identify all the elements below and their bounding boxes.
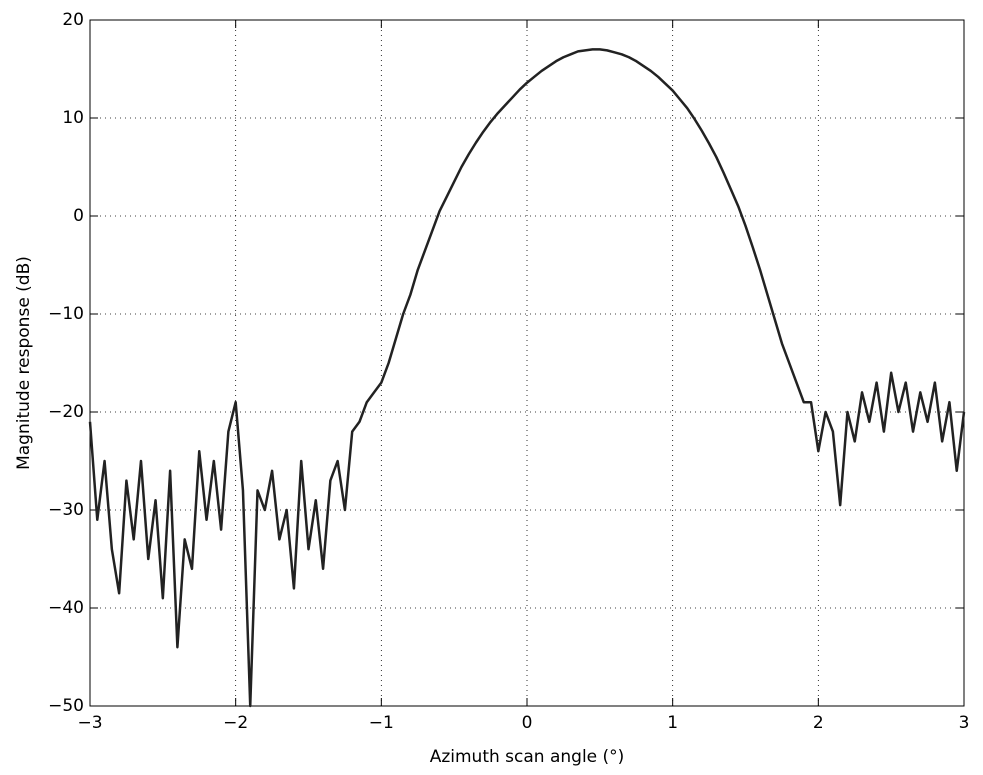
x-tick-label: 1 — [667, 713, 678, 733]
y-tick-label: −50 — [48, 696, 84, 716]
y-tick-label: −20 — [48, 402, 84, 422]
y-axis-label: Magnitude response (dB) — [14, 256, 34, 470]
x-tick-label: 0 — [522, 713, 533, 733]
data-line — [88, 48, 966, 708]
y-tick-label: 0 — [73, 206, 84, 226]
y-tick-label: −10 — [48, 304, 84, 324]
plot-area — [90, 20, 964, 706]
x-tick-label: 3 — [959, 713, 970, 733]
y-tick-label: 10 — [62, 108, 84, 128]
x-tick-label: −2 — [223, 713, 248, 733]
x-tick-label: −3 — [77, 713, 102, 733]
y-tick-label: −30 — [48, 500, 84, 520]
y-tick-label: 20 — [62, 10, 84, 30]
x-axis-label: Azimuth scan angle (°) — [430, 747, 625, 767]
y-tick-label: −40 — [48, 598, 84, 618]
axes-frame — [89, 19, 965, 707]
x-tick-label: −1 — [369, 713, 394, 733]
x-tick-label: 2 — [813, 713, 824, 733]
